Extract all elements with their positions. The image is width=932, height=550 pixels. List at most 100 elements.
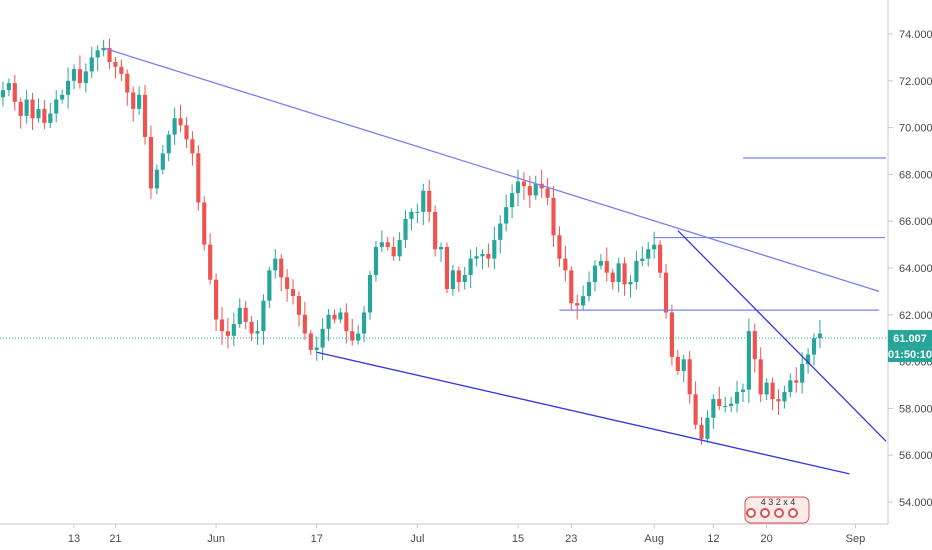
candle-body[interactable] xyxy=(438,246,444,250)
candle-body[interactable] xyxy=(681,359,686,371)
candle-body[interactable] xyxy=(456,270,461,283)
candle-body[interactable] xyxy=(527,186,532,196)
candle-body[interactable] xyxy=(433,211,438,250)
candle-body[interactable] xyxy=(172,118,177,135)
candle-body[interactable] xyxy=(338,312,343,320)
candle-body[interactable] xyxy=(89,57,94,72)
candle-body[interactable] xyxy=(326,314,331,329)
candle-body[interactable] xyxy=(95,50,100,58)
candle-body[interactable] xyxy=(385,242,390,247)
candle-body[interactable] xyxy=(788,380,793,393)
candle-body[interactable] xyxy=(610,272,615,283)
candle-body[interactable] xyxy=(42,108,47,123)
candle-body[interactable] xyxy=(515,181,521,194)
candle-body[interactable] xyxy=(699,424,704,439)
candle-body[interactable] xyxy=(219,319,225,332)
candle-body[interactable] xyxy=(71,69,77,81)
candle-body[interactable] xyxy=(113,62,118,67)
candle-body[interactable] xyxy=(557,235,562,259)
candle-body[interactable] xyxy=(752,331,757,360)
candle-body[interactable] xyxy=(806,354,811,364)
candle-body[interactable] xyxy=(421,190,426,212)
candle-body[interactable] xyxy=(663,272,669,313)
candle-body[interactable] xyxy=(107,48,112,63)
candle-body[interactable] xyxy=(137,94,142,109)
candle-body[interactable] xyxy=(468,258,473,276)
candle-body[interactable] xyxy=(302,314,307,334)
candle-body[interactable] xyxy=(6,83,11,91)
candle-body[interactable] xyxy=(646,249,651,259)
candle-body[interactable] xyxy=(776,399,781,402)
candle-body[interactable] xyxy=(545,188,550,198)
candle-body[interactable] xyxy=(320,328,325,348)
candle-body[interactable] xyxy=(125,73,130,93)
candle-body[interactable] xyxy=(474,256,479,259)
candle-body[interactable] xyxy=(36,108,41,119)
candle-body[interactable] xyxy=(12,83,17,102)
candle-body[interactable] xyxy=(498,223,503,240)
candle-body[interactable] xyxy=(492,239,497,259)
candle-body[interactable] xyxy=(652,244,657,250)
candle-body[interactable] xyxy=(83,71,88,84)
candle-body[interactable] xyxy=(367,275,373,313)
candle-body[interactable] xyxy=(811,338,817,355)
candle-body[interactable] xyxy=(184,125,189,140)
candle-body[interactable] xyxy=(521,181,526,187)
candle-body[interactable] xyxy=(764,382,769,395)
candle-body[interactable] xyxy=(231,324,236,336)
candle-body[interactable] xyxy=(427,190,432,212)
candle-body[interactable] xyxy=(770,382,775,400)
candle-body[interactable] xyxy=(373,246,378,276)
candle-body[interactable] xyxy=(723,406,728,408)
candle-body[interactable] xyxy=(551,197,556,236)
candle-body[interactable] xyxy=(0,90,6,98)
candle-body[interactable] xyxy=(66,80,71,95)
candle-body[interactable] xyxy=(581,296,586,306)
candle-body[interactable] xyxy=(54,99,59,114)
candle-body[interactable] xyxy=(675,356,680,371)
candle-body[interactable] xyxy=(196,153,201,203)
candle-body[interactable] xyxy=(444,246,450,290)
candle-body[interactable] xyxy=(758,359,763,395)
candle-body[interactable] xyxy=(817,333,822,339)
x-axis[interactable]: 13 21 Jun 17 Jul 15 23 Aug 12 20 Sep xyxy=(68,524,865,545)
candle-body[interactable] xyxy=(746,331,751,390)
candle-body[interactable] xyxy=(255,331,260,334)
candle-body[interactable] xyxy=(314,347,319,350)
candle-body[interactable] xyxy=(178,118,183,126)
candle-body[interactable] xyxy=(154,169,159,189)
candle-body[interactable] xyxy=(504,207,509,224)
candle-body[interactable] xyxy=(391,246,396,257)
candle-body[interactable] xyxy=(616,263,621,283)
candle-body[interactable] xyxy=(332,314,337,320)
candle-body[interactable] xyxy=(533,183,538,196)
candle-body[interactable] xyxy=(569,270,574,304)
candle-body[interactable] xyxy=(308,333,313,350)
candle-body[interactable] xyxy=(379,242,384,247)
candle-body[interactable] xyxy=(225,331,230,336)
candle-body[interactable] xyxy=(101,48,106,51)
candle-body[interactable] xyxy=(202,202,207,245)
candle-body[interactable] xyxy=(592,265,598,283)
candle-body[interactable] xyxy=(166,134,171,154)
candle-body[interactable] xyxy=(575,303,580,306)
candle-body[interactable] xyxy=(60,94,65,100)
candle-body[interactable] xyxy=(622,263,627,285)
candle-body[interactable] xyxy=(687,359,692,395)
candle-body[interactable] xyxy=(403,218,408,240)
candle-body[interactable] xyxy=(397,239,402,257)
candle-body[interactable] xyxy=(249,321,254,334)
candle-body[interactable] xyxy=(480,253,485,257)
candle-body[interactable] xyxy=(705,417,710,439)
candle-body[interactable] xyxy=(131,92,136,109)
candle-body[interactable] xyxy=(290,289,296,297)
candle-body[interactable] xyxy=(243,307,248,322)
candle-body[interactable] xyxy=(267,270,272,301)
candle-body[interactable] xyxy=(782,392,787,402)
candle-body[interactable] xyxy=(658,244,663,273)
candle-body[interactable] xyxy=(640,258,645,261)
candle-body[interactable] xyxy=(729,403,734,407)
candle-body[interactable] xyxy=(273,258,278,271)
candle-body[interactable] xyxy=(24,99,29,116)
candle-body[interactable] xyxy=(800,363,805,383)
